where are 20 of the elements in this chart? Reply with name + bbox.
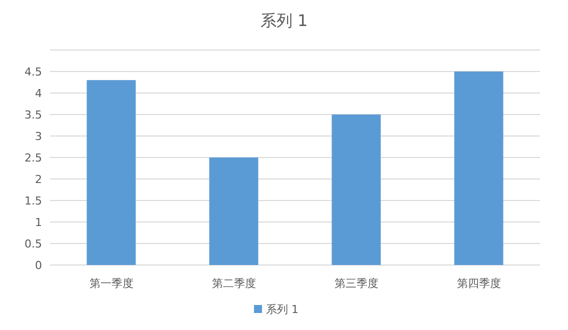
y-tick-label: 2 xyxy=(35,173,42,186)
y-tick-label: 3 xyxy=(35,130,42,143)
bar xyxy=(454,72,504,265)
y-tick-label: 0 xyxy=(35,259,42,272)
bar xyxy=(86,80,136,265)
y-tick-label: 1.5 xyxy=(24,194,42,208)
y-tick-label: 3.5 xyxy=(24,108,42,122)
bar xyxy=(332,114,381,265)
y-tick-label: 2.5 xyxy=(24,152,42,164)
x-tick-label: 第三季度 xyxy=(334,277,378,290)
y-tick-label: 1 xyxy=(35,216,42,229)
x-tick-label: 第四季度 xyxy=(456,277,501,290)
y-tick-label: 0.5 xyxy=(24,238,42,250)
y-tick-label: 4 xyxy=(35,87,42,100)
bar xyxy=(209,158,258,265)
legend-label: 系列 1 xyxy=(266,303,298,316)
x-tick-label: 第一季度 xyxy=(89,277,134,290)
x-tick-label: 第二季度 xyxy=(212,277,256,290)
y-tick-label: 4.5 xyxy=(24,66,42,78)
chart-title: 系列 1 xyxy=(260,11,308,30)
